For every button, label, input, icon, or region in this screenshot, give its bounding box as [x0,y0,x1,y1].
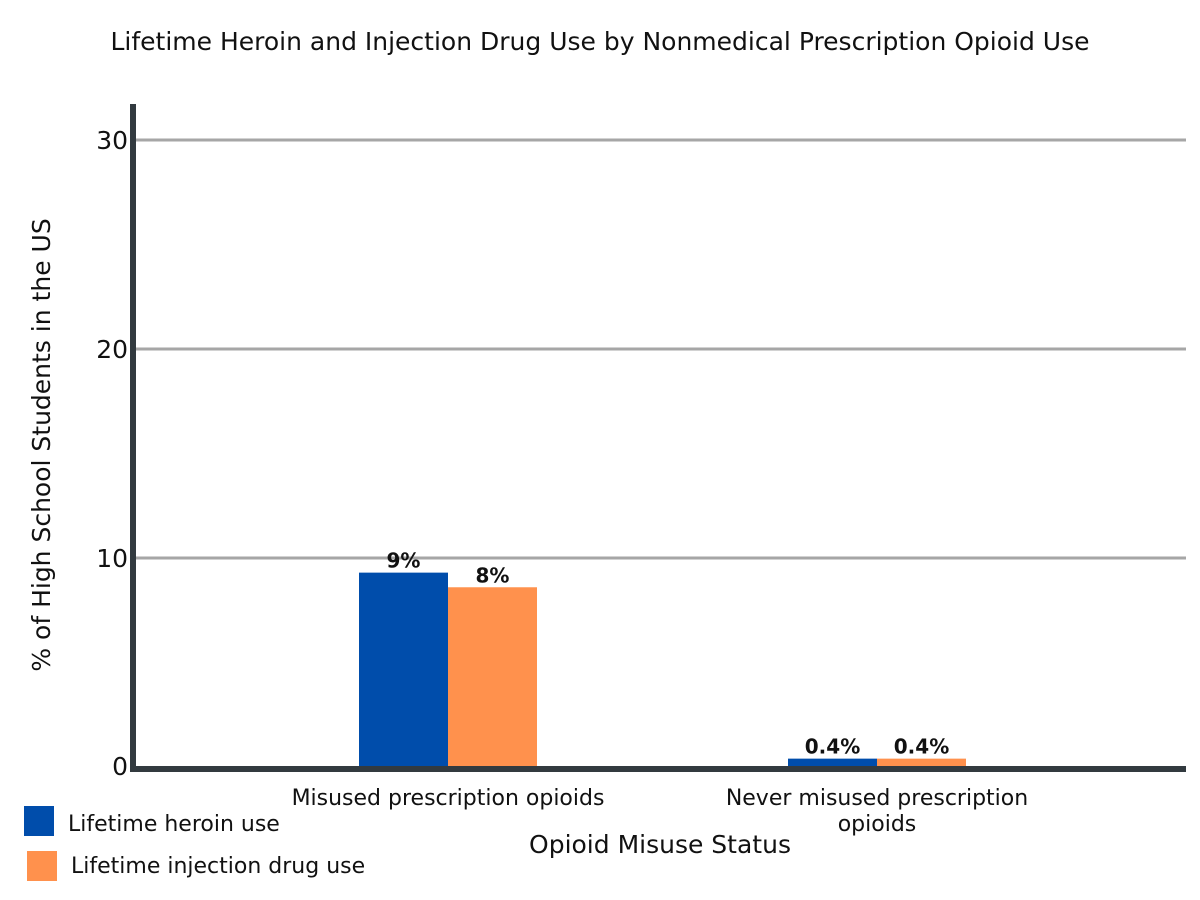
x-category-label: opioids [838,812,917,837]
x-category-label: Never misused prescription [726,786,1028,811]
x-axis-categories: Misused prescription opioids Never misuse… [292,786,1029,837]
legend: Lifetime heroin use Lifetime injection dr… [24,806,365,881]
data-label: 9% [387,549,421,573]
y-tick-label: 10 [96,544,128,573]
grid-lines [133,138,1186,560]
chart-title: Lifetime Heroin and Injection Drug Use b… [110,27,1089,56]
data-label: 8% [476,563,510,587]
bar-series-0-cat-1 [788,758,877,767]
legend-swatch-1 [27,851,57,881]
y-axis-ticks: 0 10 20 30 [96,126,128,781]
y-tick-label: 30 [96,126,128,155]
data-label: 0.4% [894,735,949,759]
data-labels: 9% 0.4% 8% 0.4% [387,549,950,759]
y-tick-label: 0 [112,752,128,781]
data-label: 0.4% [805,735,860,759]
bar-series-0-cat-0 [359,572,448,767]
x-category-label: Misused prescription opioids [292,786,605,811]
legend-swatch-0 [24,806,54,836]
y-tick-label: 20 [96,335,128,364]
legend-label-0: Lifetime heroin use [68,812,280,837]
bars [359,572,966,767]
legend-label-1: Lifetime injection drug use [71,854,365,879]
y-axis-label: % of High School Students in the US [27,218,56,671]
bar-series-1-cat-1 [877,758,966,767]
bar-series-1-cat-0 [448,587,537,767]
x-axis-label: Opioid Misuse Status [529,830,791,859]
